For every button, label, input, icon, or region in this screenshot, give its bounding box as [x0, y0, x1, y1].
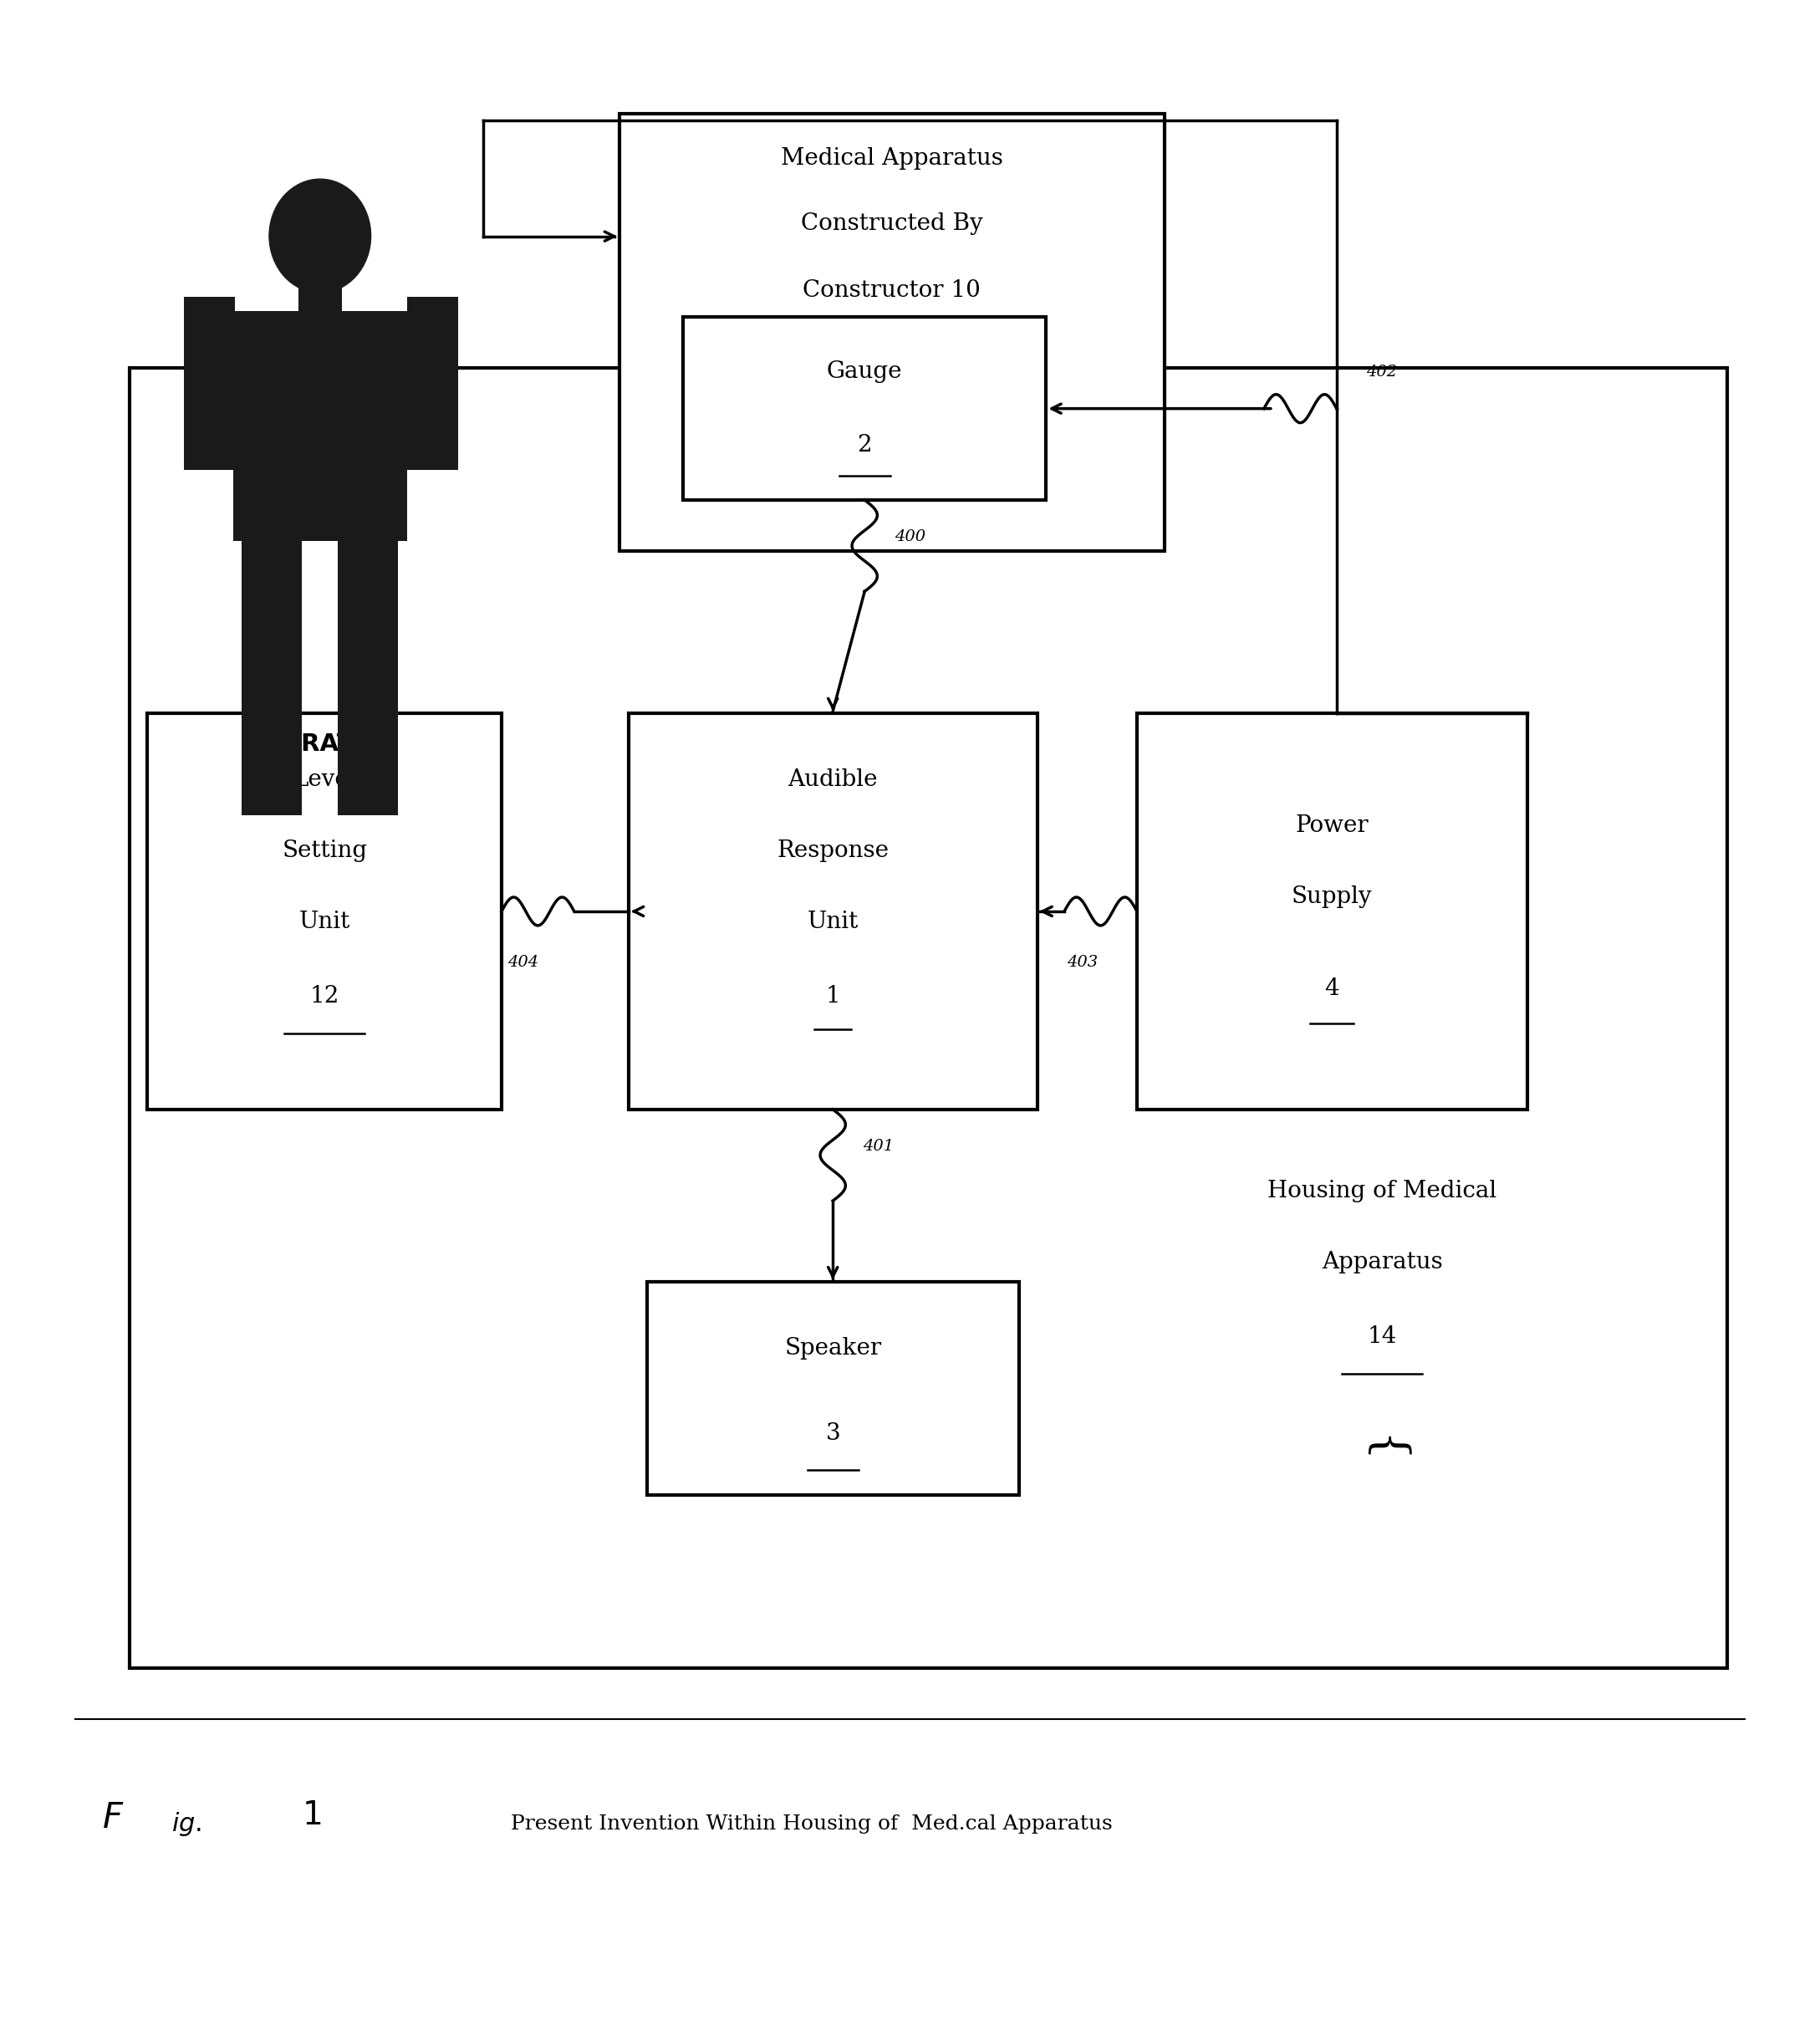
Text: 1: 1 — [826, 985, 841, 1008]
Text: 402: 402 — [1367, 364, 1398, 379]
FancyBboxPatch shape — [339, 542, 399, 814]
FancyBboxPatch shape — [147, 713, 502, 1110]
Text: 403: 403 — [1067, 955, 1097, 969]
Text: Power: Power — [1296, 814, 1369, 837]
Text: Medical Apparatus: Medical Apparatus — [781, 147, 1003, 171]
Text: 14: 14 — [1367, 1325, 1396, 1348]
Text: Speaker: Speaker — [784, 1338, 881, 1360]
Text: 12: 12 — [309, 985, 339, 1008]
Text: 400: 400 — [894, 529, 926, 544]
Text: 4: 4 — [1325, 977, 1340, 1000]
Text: Apparatus: Apparatus — [1321, 1250, 1443, 1272]
Text: $\it{F}$: $\it{F}$ — [102, 1800, 124, 1834]
FancyBboxPatch shape — [628, 713, 1037, 1110]
FancyBboxPatch shape — [233, 338, 408, 542]
Text: 2: 2 — [857, 434, 872, 456]
Text: Housing of Medical: Housing of Medical — [1267, 1179, 1496, 1201]
Text: Setting: Setting — [282, 839, 368, 861]
FancyBboxPatch shape — [619, 114, 1165, 552]
Text: Constructor 10: Constructor 10 — [803, 279, 981, 301]
Text: Gauge: Gauge — [826, 360, 903, 383]
FancyBboxPatch shape — [646, 1283, 1019, 1494]
Text: Unit: Unit — [298, 910, 349, 932]
FancyBboxPatch shape — [682, 318, 1046, 501]
FancyBboxPatch shape — [298, 287, 342, 338]
FancyBboxPatch shape — [184, 297, 235, 470]
FancyBboxPatch shape — [408, 297, 459, 470]
Circle shape — [269, 179, 371, 293]
Text: Constructed By: Constructed By — [801, 212, 983, 234]
Text: OPERATOR: OPERATOR — [246, 733, 393, 755]
Text: 401: 401 — [863, 1138, 894, 1154]
Text: {: { — [1360, 1435, 1405, 1464]
Text: 3: 3 — [826, 1421, 841, 1446]
Text: Audible: Audible — [788, 768, 877, 790]
FancyBboxPatch shape — [242, 542, 302, 814]
Text: Supply: Supply — [1292, 886, 1372, 908]
Text: $\it{ig.}$: $\it{ig.}$ — [171, 1810, 202, 1839]
Text: Present Invention Within Housing of  Med.cal Apparatus: Present Invention Within Housing of Med.… — [511, 1814, 1112, 1834]
Text: Unit: Unit — [808, 910, 859, 932]
Text: Level: Level — [293, 768, 357, 790]
Text: 404: 404 — [508, 955, 539, 969]
FancyBboxPatch shape — [1138, 713, 1527, 1110]
FancyBboxPatch shape — [184, 312, 457, 369]
Text: $\it{1}$: $\it{1}$ — [302, 1800, 322, 1830]
FancyBboxPatch shape — [129, 369, 1727, 1667]
Text: Response: Response — [777, 839, 888, 861]
